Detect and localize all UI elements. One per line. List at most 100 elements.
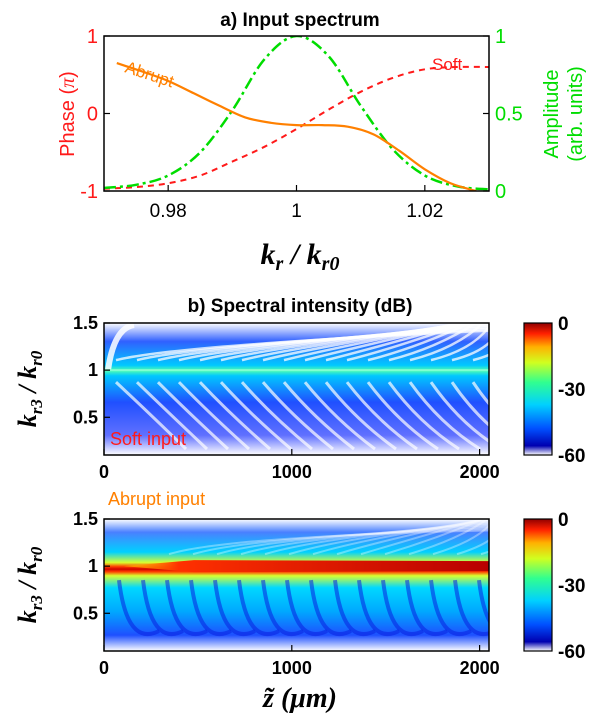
colorbar-tick-label: -60 <box>558 446 585 467</box>
colorbar-abrupt <box>523 518 553 652</box>
colorbar-tick-label: 0 <box>558 314 569 335</box>
heatmap-abrupt-x-label: z̃ (μm) <box>262 683 337 714</box>
x-tick-label: 1.02 <box>406 201 443 222</box>
fringe-edge <box>105 323 135 371</box>
fringe-lower <box>309 579 352 637</box>
fringe-lower <box>333 579 376 637</box>
left-tick-label: 1 <box>87 26 98 48</box>
left-tick-label: 0 <box>87 104 98 126</box>
y-tick-label: 1 <box>88 556 98 576</box>
fringe-lower <box>345 381 418 451</box>
fringe-lower <box>282 381 355 451</box>
y-tick-label: 1 <box>88 360 98 380</box>
heatmap-soft-y-ticks: 1.5 1 0.5 <box>73 313 110 427</box>
colorbar-abrupt-ticks: 0 -30 -60 <box>558 510 585 663</box>
x-tick-label: 0 <box>99 658 109 678</box>
panel-a-title: a) Input spectrum <box>220 10 379 31</box>
fringe-lower <box>366 381 439 451</box>
fringe-upper <box>304 323 466 362</box>
fringe-lower <box>408 381 481 451</box>
center-band-abrupt <box>124 560 489 573</box>
fringe-lower <box>213 579 256 637</box>
fringe-lower <box>387 381 460 451</box>
fringe-upper <box>312 519 489 556</box>
fringe-lower <box>177 381 251 451</box>
fringe-lower <box>381 579 424 637</box>
heatmap-abrupt-y-ticks: 1.5 1 0.5 <box>73 509 110 623</box>
heatmap-abrupt-frame <box>103 518 490 652</box>
fringe-upper <box>430 324 489 362</box>
fringe-lower <box>357 579 400 637</box>
colorbar-soft-ticks: 0 -30 -60 <box>558 314 585 467</box>
fringe-upper <box>325 323 467 362</box>
fringe-upper <box>192 527 489 556</box>
fringe-lower <box>189 579 232 637</box>
center-line-soft <box>104 369 489 372</box>
fringe-upper <box>408 519 489 556</box>
fringe-upper <box>432 524 489 556</box>
y-tick-label: 1.5 <box>73 313 98 333</box>
colorbar-tick-label: -30 <box>558 576 585 597</box>
panel-b-title: b) Spectral intensity (dB) <box>188 296 413 317</box>
x-tick-label: 0.98 <box>150 201 187 222</box>
fringe-lower <box>165 579 208 637</box>
fringe-upper <box>367 323 473 362</box>
fringe-upper <box>409 323 485 362</box>
fringe-upper <box>360 519 486 556</box>
left-tick-label: -1 <box>80 181 98 203</box>
right-tick-label: 0 <box>495 181 506 203</box>
heatmap-abrupt-x-ticks: 0 1000 2000 <box>99 645 500 678</box>
x-tick-label: 1 <box>291 201 302 222</box>
annotation-soft-input: Soft input <box>110 429 186 449</box>
fringe-lower <box>156 381 230 451</box>
fringe-upper <box>451 341 489 362</box>
fringe-upper <box>472 353 489 362</box>
fringe-upper <box>346 323 469 362</box>
heatmap-soft-frame <box>103 322 490 456</box>
heatmap-abrupt-stripes <box>117 519 489 637</box>
fringe-upper <box>216 525 489 556</box>
fringe-lower <box>429 381 489 444</box>
y-tick-label: 1.5 <box>73 509 98 529</box>
colorbar-tick-label: 0 <box>558 510 569 531</box>
right-tick-label: 0.5 <box>495 104 523 126</box>
fringe-upper <box>456 539 489 556</box>
fringe-lower <box>237 579 280 637</box>
panel-a-x-ticks: 0.98 1 1.02 <box>150 185 443 222</box>
fringe-lower <box>198 381 271 451</box>
fringe-lower <box>405 579 448 637</box>
panel-a-x-axis-label: kr / kr0 <box>261 238 340 275</box>
panel-b-abrupt: Abrupt input 0 1000 2000 1.5 1 0.5 kr3 / kr0… <box>13 489 585 714</box>
fringe-lower <box>450 381 489 427</box>
heatmap-abrupt <box>104 519 489 651</box>
heatmap-soft-x-ticks: 0 1000 2000 <box>99 449 500 482</box>
panel-a-right-axis-label-2: (arb. units) <box>565 66 587 162</box>
panel-a-right-ticks: 00.51 <box>483 26 523 203</box>
fringe-lower <box>429 579 472 637</box>
fringe-lower <box>261 381 334 451</box>
x-tick-label: 1000 <box>272 658 312 678</box>
fringe-lower <box>285 579 328 637</box>
fringe-upper <box>240 523 489 556</box>
panel-a: a) Input spectrum 0.98 1 1.02 -101 00.51 A… <box>57 10 587 275</box>
panel-b-soft: b) Spectral intensity (dB) 0 1000 2000 1.5… <box>13 296 585 482</box>
fringe-upper <box>288 520 489 556</box>
fringe-lower <box>240 381 313 451</box>
y-tick-label: 0.5 <box>73 603 98 623</box>
fringe-upper <box>168 529 489 556</box>
fringe-lower <box>324 381 397 451</box>
fringe-upper <box>283 323 468 362</box>
panel-a-left-ticks: -1 0 1 <box>80 26 110 203</box>
heatmap-soft-y-label: kr3 / kr0 <box>13 350 46 427</box>
fringe-lower <box>141 579 184 637</box>
fringe-lower <box>261 579 304 637</box>
series-line-amplitude <box>104 36 489 191</box>
fringe-upper <box>264 521 489 556</box>
annotation-soft: Soft <box>432 55 463 74</box>
x-tick-label: 2000 <box>460 658 500 678</box>
right-tick-label: 1 <box>495 26 506 48</box>
fringe-lower <box>303 381 376 451</box>
fringe-lower <box>117 579 160 637</box>
heatmap-soft <box>104 323 489 455</box>
